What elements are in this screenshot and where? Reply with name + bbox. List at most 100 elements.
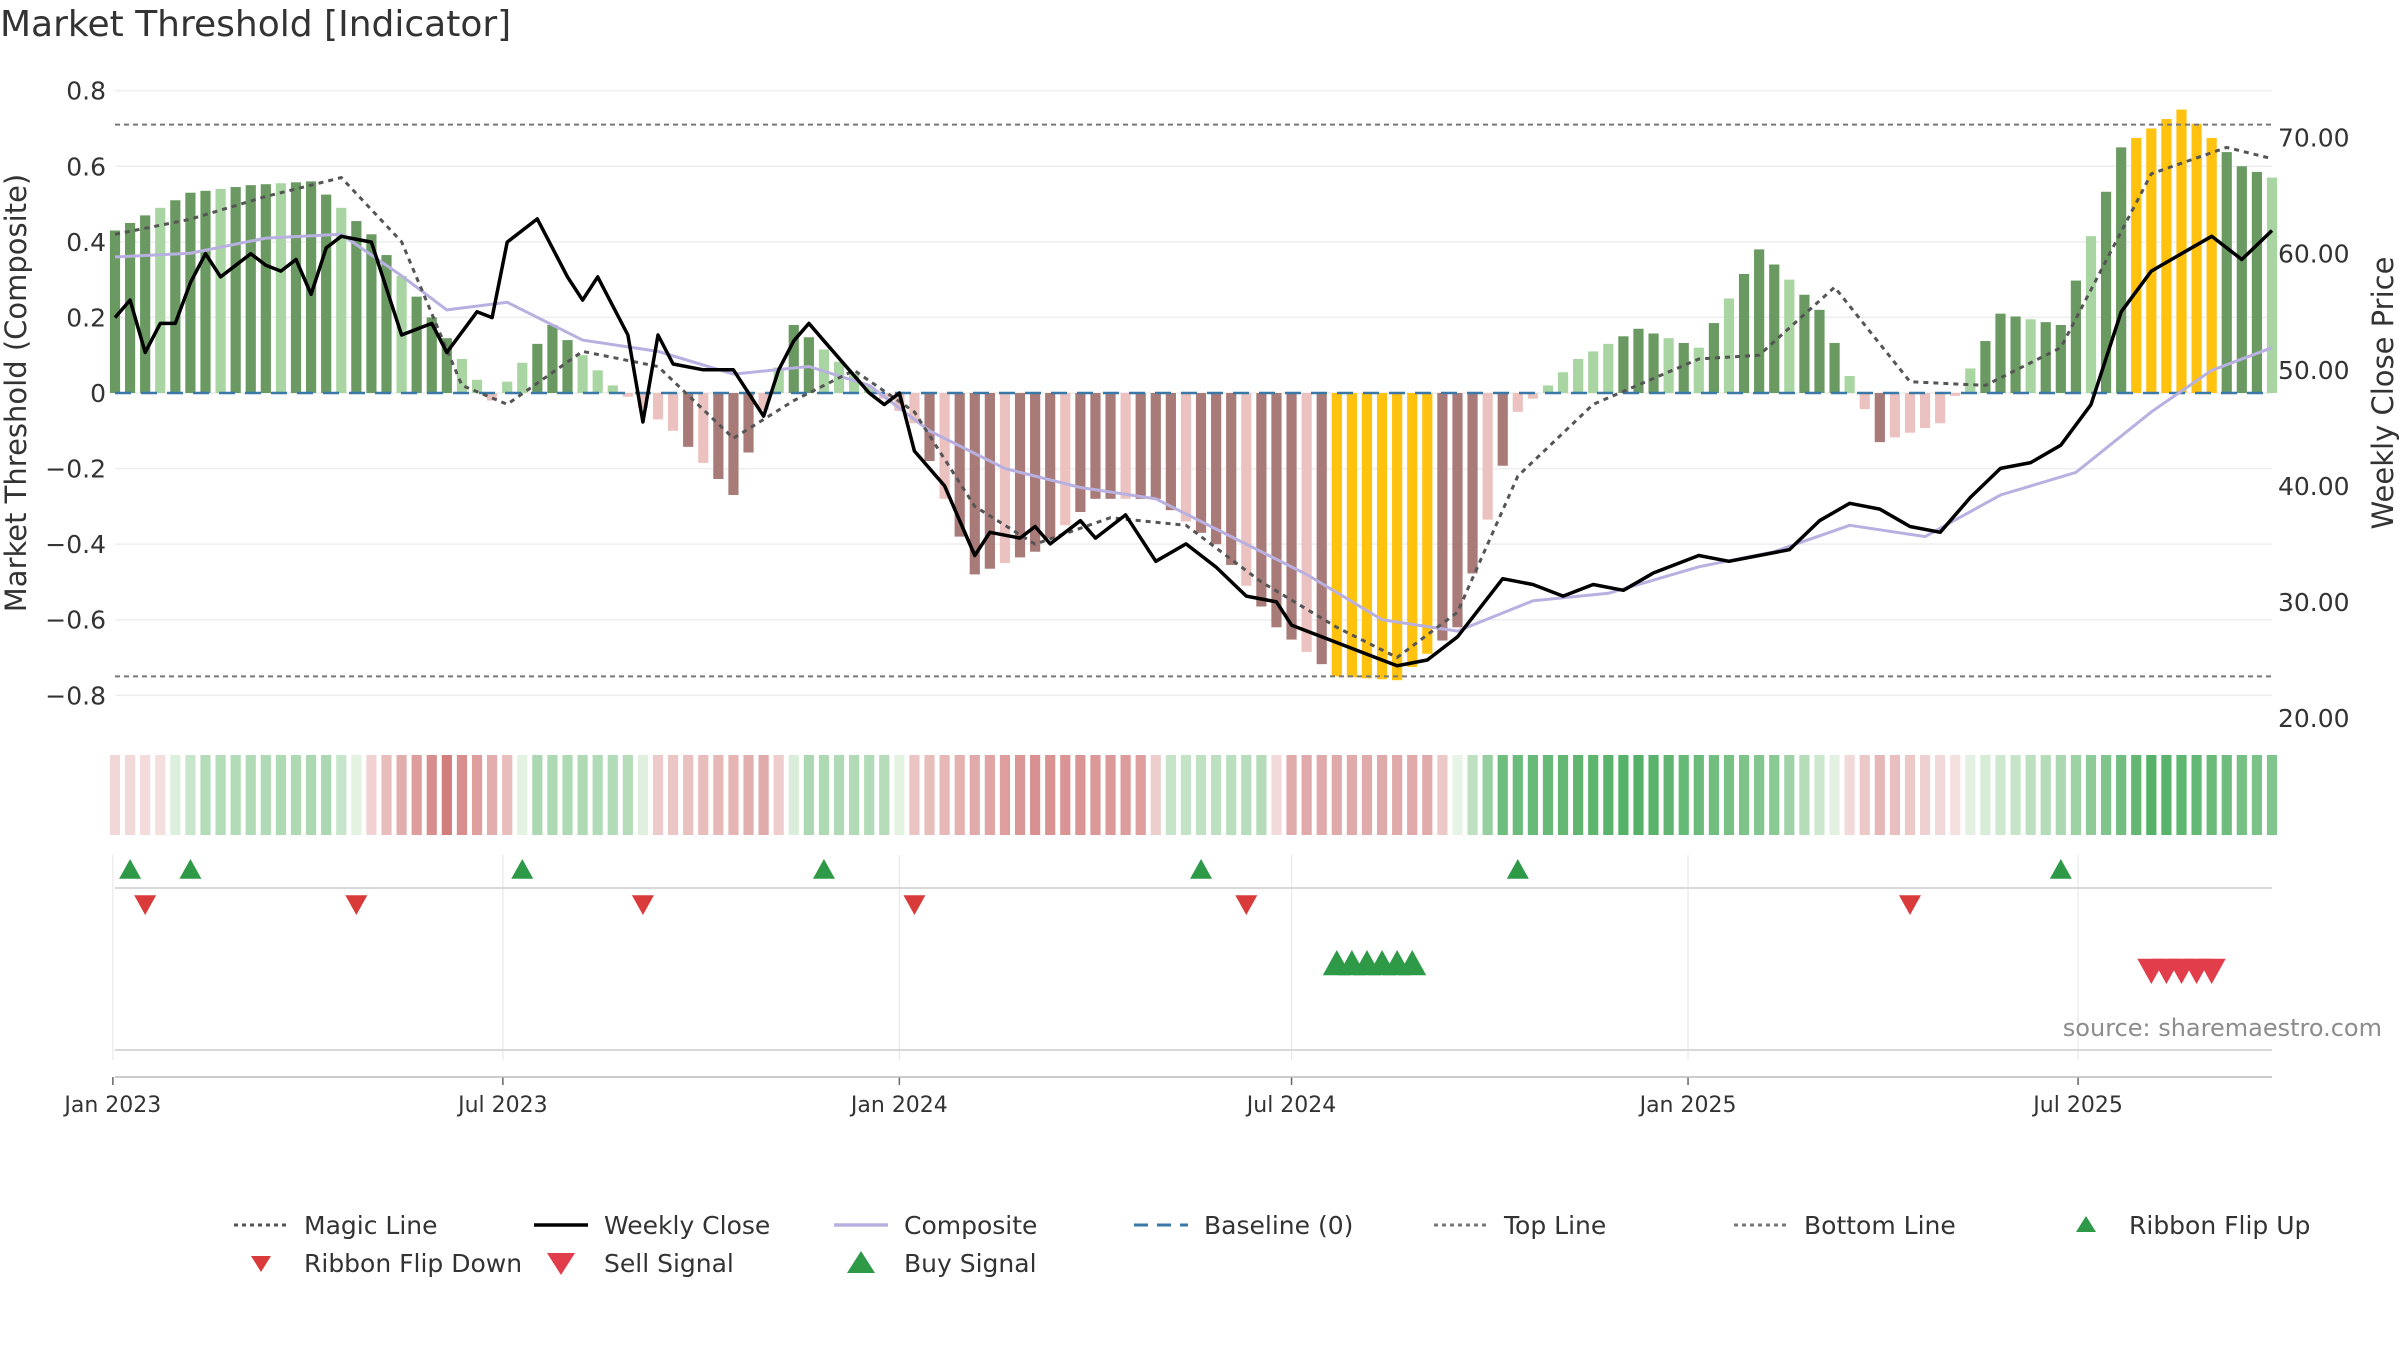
ribbon-cell bbox=[321, 755, 332, 835]
legend-swatch bbox=[534, 1223, 588, 1227]
ribbon-cell bbox=[2131, 755, 2142, 835]
histogram-bar bbox=[1648, 333, 1659, 393]
histogram-bar bbox=[1482, 393, 1493, 520]
histogram-bar bbox=[502, 381, 513, 393]
ribbon-flip-up-marker bbox=[812, 859, 835, 879]
ribbon-flip-down-marker bbox=[1898, 895, 1921, 915]
ribbon-strip bbox=[109, 755, 2278, 835]
ribbon-cell bbox=[502, 755, 513, 835]
histogram-bar bbox=[1256, 393, 1267, 607]
ribbon-cell bbox=[547, 755, 558, 835]
histogram-bar bbox=[1361, 393, 1373, 679]
ribbon-cell bbox=[1316, 755, 1327, 835]
x-tick-label: Jan 2024 bbox=[849, 1093, 948, 1118]
histogram-bar bbox=[1889, 393, 1900, 438]
ribbon-flip-down-marker bbox=[134, 895, 157, 915]
y-tick-label: 0 bbox=[90, 379, 106, 408]
ribbon-cell bbox=[2010, 755, 2021, 835]
ribbon-cell bbox=[1527, 755, 1538, 835]
y2-tick-label: 70.00 bbox=[2278, 124, 2350, 153]
y-tick-label: 0.6 bbox=[66, 152, 106, 181]
histogram-bar bbox=[592, 370, 603, 393]
ribbon-cell bbox=[1693, 755, 1704, 835]
ribbon-cell bbox=[2206, 755, 2217, 835]
histogram-bar bbox=[1045, 393, 1056, 539]
ribbon-flip-down-marker bbox=[631, 895, 654, 915]
ribbon-cell bbox=[275, 755, 287, 835]
histogram-bar bbox=[441, 338, 452, 393]
ribbon-cell bbox=[1844, 755, 1855, 835]
ribbon-cell bbox=[833, 755, 845, 835]
histogram-bar bbox=[2236, 166, 2247, 393]
histogram-bar bbox=[1527, 393, 1538, 399]
histogram-bar bbox=[2131, 137, 2142, 393]
histogram-bar bbox=[124, 222, 136, 393]
ribbon-cell bbox=[1195, 755, 1207, 835]
histogram-bar bbox=[2176, 109, 2187, 394]
histogram-bar bbox=[1120, 393, 1131, 499]
ribbon-cell bbox=[924, 755, 935, 835]
legend-swatch bbox=[2076, 1216, 2096, 1232]
x-tick-label: Jul 2025 bbox=[2031, 1093, 2123, 1118]
line-series bbox=[113, 123, 2274, 678]
ribbon-cell bbox=[1226, 755, 1237, 835]
ribbon-cell bbox=[487, 755, 498, 835]
legend-item: Weekly Close bbox=[530, 1210, 830, 1240]
x-tick-label: Jul 2023 bbox=[456, 1093, 548, 1118]
histogram-bar bbox=[109, 230, 121, 393]
legend-item: Ribbon Flip Down bbox=[230, 1248, 530, 1278]
ribbon-cell bbox=[939, 755, 950, 835]
histogram-bar bbox=[1407, 393, 1418, 667]
histogram-bar bbox=[1150, 393, 1161, 499]
ribbon-cell bbox=[999, 755, 1011, 835]
histogram-bar bbox=[1738, 273, 1750, 393]
histogram-bar bbox=[1301, 393, 1312, 652]
histogram-bar bbox=[849, 374, 860, 393]
legend-item: Baseline (0) bbox=[1130, 1210, 1430, 1240]
ribbon-cell bbox=[1754, 755, 1765, 835]
ribbon-cell bbox=[2100, 755, 2112, 835]
histogram-bar bbox=[1708, 323, 1719, 393]
ribbon-cell bbox=[1542, 755, 1554, 835]
histogram-bar bbox=[487, 393, 498, 401]
ribbon-cell bbox=[1557, 755, 1569, 835]
histogram-bar bbox=[864, 386, 875, 393]
y-tick-label: −0.6 bbox=[45, 606, 106, 635]
ribbon-cell bbox=[140, 755, 151, 835]
ribbon-cell bbox=[1950, 755, 1961, 835]
ribbon-cell bbox=[1497, 755, 1508, 835]
histogram-bar bbox=[924, 393, 935, 462]
ribbon-cell bbox=[1603, 755, 1614, 835]
histogram-bar bbox=[743, 393, 754, 453]
ribbon-cell bbox=[1014, 755, 1026, 835]
ribbon-cell bbox=[2146, 755, 2157, 835]
ribbon-cell bbox=[1467, 755, 1478, 835]
grid-layer bbox=[112, 89, 2272, 1060]
histogram-bar bbox=[411, 296, 422, 393]
ribbon-cell bbox=[909, 755, 920, 835]
ribbon-cell bbox=[381, 755, 392, 835]
legend-swatch bbox=[1734, 1223, 1788, 1227]
ribbon-cell bbox=[532, 755, 543, 835]
histogram-bar bbox=[1859, 393, 1870, 410]
histogram-bar bbox=[1271, 393, 1282, 628]
histogram-bar bbox=[305, 181, 317, 393]
ribbon-cell bbox=[1376, 755, 1388, 835]
histogram-bar bbox=[2055, 324, 2066, 393]
legend-swatch bbox=[834, 1223, 888, 1227]
legend-label: Ribbon Flip Up bbox=[2129, 1210, 2311, 1240]
histogram-bar bbox=[2025, 319, 2036, 393]
histogram-bar bbox=[1935, 393, 1946, 424]
ribbon-cell bbox=[1407, 755, 1418, 835]
histogram-bar bbox=[622, 393, 633, 397]
ribbon-cell bbox=[728, 755, 739, 835]
ribbon-cell bbox=[396, 755, 407, 835]
histogram-bar bbox=[140, 215, 151, 393]
histogram-bar bbox=[275, 183, 287, 393]
histogram-bar bbox=[1180, 393, 1192, 522]
histogram-bar bbox=[1346, 393, 1357, 678]
ribbon-cell bbox=[426, 755, 437, 835]
legend-row: Magic Line Weekly Close Composite Baseline … bbox=[230, 1206, 2360, 1244]
y-tick-label: 0.4 bbox=[66, 228, 106, 257]
ribbon-cell bbox=[2085, 755, 2097, 835]
